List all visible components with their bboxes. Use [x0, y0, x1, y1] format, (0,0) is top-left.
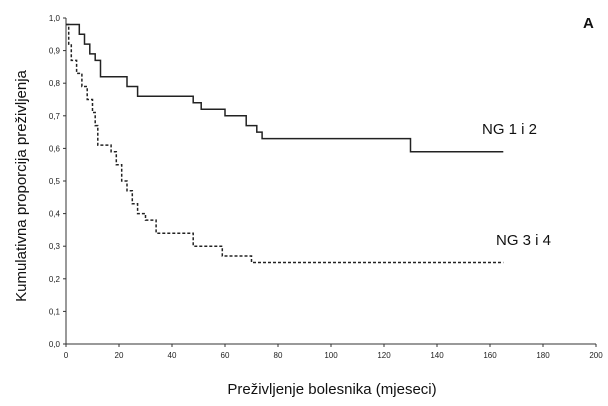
x-tick-label: 140	[430, 351, 444, 360]
series-label-ng12: NG 1 i 2	[482, 121, 537, 138]
x-tick-label: 180	[536, 351, 550, 360]
y-tick-label: 0,5	[49, 177, 61, 186]
y-tick-label: 0,9	[49, 47, 61, 56]
y-tick-label: 1,0	[49, 14, 61, 23]
y-tick-label: 0,6	[49, 144, 61, 153]
y-axis-ticks: 0,0 0,1 0,2 0,3 0,4 0,5 0,6 0,7 0,8 0,9 1,0	[49, 14, 66, 349]
y-tick-label: 0,0	[49, 340, 61, 349]
y-tick-label: 0,1	[49, 307, 61, 316]
x-tick-label: 20	[115, 351, 124, 360]
series-line-ng34	[66, 23, 504, 264]
x-axis-ticks: 0 20 40 60 80 100 120 140 160 180 200	[64, 344, 603, 360]
y-axis-title: Kumulativna proporcija preživljenja	[13, 69, 30, 301]
x-tick-label: 80	[274, 351, 283, 360]
series-label-ng34: NG 3 i 4	[496, 232, 551, 249]
x-tick-label: 120	[377, 351, 391, 360]
x-tick-label: 160	[483, 351, 497, 360]
x-tick-label: 0	[64, 351, 69, 360]
y-tick-label: 0,2	[49, 275, 61, 284]
y-tick-label: 0,3	[49, 242, 61, 251]
plot-area: 0,0 0,1 0,2 0,3 0,4 0,5 0,6 0,7 0,8 0,9 1,0 0 20 40 6…	[49, 14, 603, 360]
x-tick-label: 100	[324, 351, 338, 360]
y-tick-label: 0,7	[49, 112, 61, 121]
x-tick-label: 60	[221, 351, 230, 360]
y-tick-label: 0,4	[49, 210, 61, 219]
x-axis-title: Preživljenje bolesnika (mjeseci)	[227, 381, 436, 398]
x-tick-label: 200	[589, 351, 603, 360]
series-line-ng12	[66, 23, 504, 153]
x-tick-label: 40	[168, 351, 177, 360]
panel-label: A	[583, 15, 594, 32]
y-tick-label: 0,8	[49, 79, 61, 88]
series-layer	[66, 23, 504, 264]
